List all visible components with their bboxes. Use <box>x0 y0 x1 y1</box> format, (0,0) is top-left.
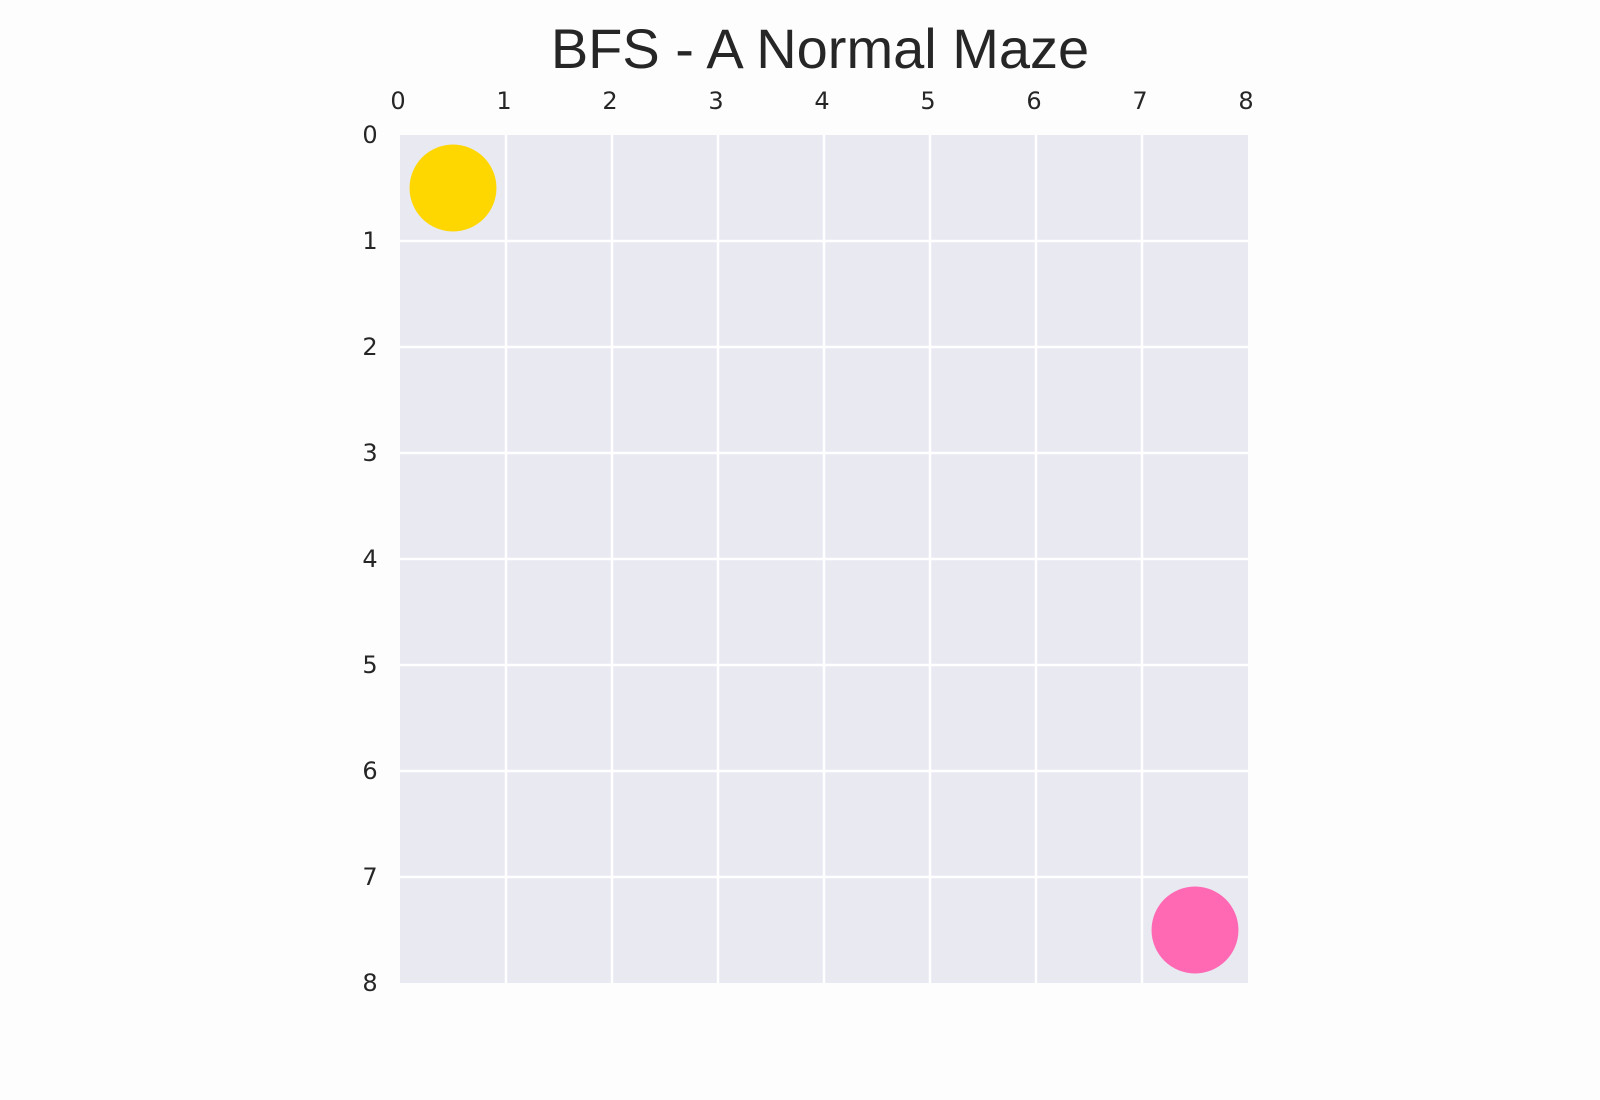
x-tick-label: 0 <box>390 87 405 115</box>
x-tick-label: 4 <box>814 87 829 115</box>
x-axis-ticks: 0 1 2 3 4 5 6 7 8 <box>390 87 1253 115</box>
x-tick-label: 6 <box>1026 87 1041 115</box>
y-tick-label: 0 <box>362 121 377 149</box>
y-tick-label: 3 <box>362 439 377 467</box>
grid-lines <box>400 135 1248 983</box>
y-tick-label: 8 <box>362 969 377 997</box>
y-tick-label: 4 <box>362 545 377 573</box>
y-axis-ticks: 0 1 2 3 4 5 6 7 8 <box>362 121 377 997</box>
y-tick-label: 6 <box>362 757 377 785</box>
y-tick-label: 5 <box>362 651 377 679</box>
goal-marker <box>1151 886 1239 974</box>
maze-pieces <box>409 144 1239 974</box>
page-title: BFS - A Normal Maze <box>551 17 1089 80</box>
y-tick-label: 2 <box>362 333 377 361</box>
x-tick-label: 7 <box>1132 87 1147 115</box>
x-tick-label: 8 <box>1238 87 1253 115</box>
x-tick-label: 5 <box>920 87 935 115</box>
x-tick-label: 2 <box>602 87 617 115</box>
x-tick-label: 3 <box>708 87 723 115</box>
y-tick-label: 7 <box>362 863 377 891</box>
x-tick-label: 1 <box>496 87 511 115</box>
y-tick-label: 1 <box>362 227 377 255</box>
start-marker <box>409 144 497 232</box>
